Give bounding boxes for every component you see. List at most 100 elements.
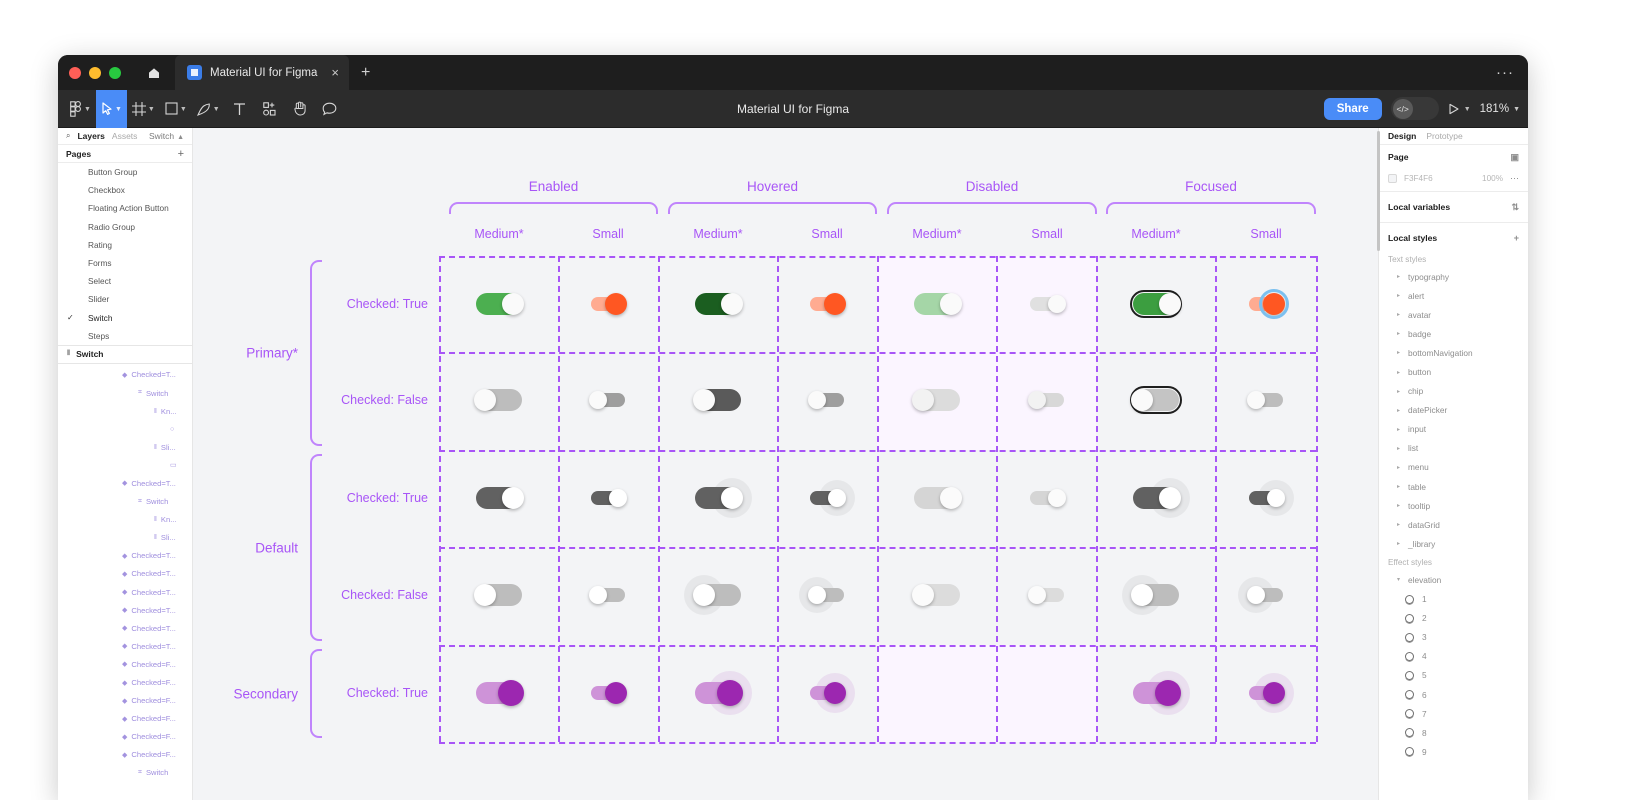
switch-knob[interactable] <box>824 682 846 704</box>
page-item-radio-group[interactable]: Radio Group <box>58 218 192 236</box>
comment-icon[interactable] <box>315 90 345 128</box>
zoom-level-menu[interactable]: 181% ▼ <box>1480 103 1520 115</box>
text-style-_library[interactable]: ▸ _library <box>1379 534 1528 553</box>
elevation-style-4[interactable]: 4 <box>1379 647 1528 666</box>
layer-row[interactable]: ⌗ Switch <box>58 764 192 782</box>
layer-row[interactable]: ◆ Checked=F... <box>58 746 192 764</box>
layer-row[interactable]: ◆ Checked=F... <box>58 655 192 673</box>
close-window-button[interactable] <box>69 66 81 79</box>
share-button[interactable]: Share <box>1323 97 1382 120</box>
page-item-checkbox[interactable]: Checkbox <box>58 181 192 199</box>
layer-row[interactable]: ◆ Checked=T... <box>58 474 192 492</box>
page-background-row[interactable]: F3F4F6 100% ⋯ <box>1379 169 1528 188</box>
switch-knob[interactable] <box>721 487 743 509</box>
text-style-tooltip[interactable]: ▸ tooltip <box>1379 496 1528 515</box>
switch-knob[interactable] <box>824 293 846 315</box>
add-page-button[interactable]: + <box>177 147 184 160</box>
more-options-icon[interactable]: ⋯ <box>1510 173 1519 183</box>
elevation-style-2[interactable]: 2 <box>1379 609 1528 628</box>
text-style-datagrid[interactable]: ▸ dataGrid <box>1379 515 1528 534</box>
minimize-window-button[interactable] <box>89 66 101 79</box>
layer-row[interactable]: ◆ Checked=T... <box>58 619 192 637</box>
pen-icon[interactable]: ▼ <box>192 90 225 128</box>
text-style-input[interactable]: ▸ input <box>1379 420 1528 439</box>
hand-icon[interactable] <box>285 90 315 128</box>
switch-knob[interactable] <box>1048 489 1066 507</box>
layer-row[interactable]: ◆ Checked=T... <box>58 601 192 619</box>
switch-knob[interactable] <box>605 293 627 315</box>
text-style-chip[interactable]: ▸ chip <box>1379 382 1528 401</box>
canvas-scrollbar[interactable] <box>1377 131 1380 251</box>
switch-knob[interactable] <box>693 584 715 606</box>
maximize-window-button[interactable] <box>109 66 121 79</box>
switch-knob[interactable] <box>1028 586 1046 604</box>
text-icon[interactable] <box>225 90 255 128</box>
text-style-bottomnavigation[interactable]: ▸ bottomNavigation <box>1379 343 1528 362</box>
page-item-forms[interactable]: Forms <box>58 254 192 272</box>
layer-row[interactable]: ‖ Sli... <box>58 438 192 456</box>
text-style-badge[interactable]: ▸ badge <box>1379 324 1528 343</box>
elevation-style-5[interactable]: 5 <box>1379 666 1528 685</box>
layer-row[interactable]: ⌗ Switch <box>58 493 192 511</box>
components-icon[interactable] <box>255 90 285 128</box>
layer-row[interactable]: ‖ Kn... <box>58 511 192 529</box>
tab-design[interactable]: Design <box>1388 131 1417 141</box>
layer-row[interactable]: ◆ Checked=F... <box>58 692 192 710</box>
switch-knob[interactable] <box>1155 680 1181 706</box>
switch-knob[interactable] <box>589 586 607 604</box>
switch-knob[interactable] <box>1159 293 1181 315</box>
text-style-button[interactable]: ▸ button <box>1379 362 1528 381</box>
layer-row[interactable]: ⌗ Switch <box>58 384 192 402</box>
text-style-list[interactable]: ▸ list <box>1379 439 1528 458</box>
switch-knob[interactable] <box>912 584 934 606</box>
move-cursor-icon[interactable]: ▼ <box>95 89 127 128</box>
switch-knob[interactable] <box>1263 682 1285 704</box>
figma-canvas[interactable]: Enabled Hovered Disabled Focused Medium* Smal… <box>193 128 1378 800</box>
switch-knob[interactable] <box>474 389 496 411</box>
switch-knob[interactable] <box>1131 389 1153 411</box>
layer-row[interactable]: ‖ Sli... <box>58 529 192 547</box>
layer-row[interactable]: ◆ Checked=T... <box>58 565 192 583</box>
text-style-typography[interactable]: ▸ typography <box>1379 267 1528 286</box>
tab-layers[interactable]: Layers <box>77 131 105 141</box>
text-style-menu[interactable]: ▸ menu <box>1379 458 1528 477</box>
elevation-style-7[interactable]: 7 <box>1379 704 1528 723</box>
search-icon[interactable]: ⌕ <box>66 131 71 140</box>
switch-knob[interactable] <box>502 487 524 509</box>
switch-knob[interactable] <box>940 487 962 509</box>
switch-knob[interactable] <box>1247 586 1265 604</box>
shape-rectangle-icon[interactable]: ▼ <box>160 90 192 128</box>
layer-row[interactable]: ◆ Checked=T... <box>58 366 192 384</box>
local-styles-header[interactable]: Local styles + <box>1379 226 1528 250</box>
page-item-button-group[interactable]: Button Group <box>58 163 192 181</box>
local-variables-header[interactable]: Local variables ⇅ <box>1379 195 1528 219</box>
text-style-avatar[interactable]: ▸ avatar <box>1379 305 1528 324</box>
switch-knob[interactable] <box>808 586 826 604</box>
close-icon[interactable]: × <box>331 65 339 80</box>
elevation-style-6[interactable]: 6 <box>1379 685 1528 704</box>
page-item-select[interactable]: Select <box>58 272 192 290</box>
home-icon[interactable] <box>137 55 171 90</box>
page-item-rating[interactable]: Rating <box>58 236 192 254</box>
new-tab-button[interactable]: + <box>360 63 371 81</box>
switch-knob[interactable] <box>1131 584 1153 606</box>
switch-knob[interactable] <box>828 489 846 507</box>
elevation-style-8[interactable]: 8 <box>1379 723 1528 742</box>
switch-knob[interactable] <box>498 680 524 706</box>
page-switcher[interactable]: Switch ▲ <box>149 131 184 141</box>
layer-row[interactable]: ◆ Checked=F... <box>58 673 192 691</box>
layer-row[interactable]: ◆ Checked=T... <box>58 637 192 655</box>
page-item-switch[interactable]: ✓ Switch <box>58 309 192 327</box>
text-style-datepicker[interactable]: ▸ datePicker <box>1379 401 1528 420</box>
switch-knob[interactable] <box>912 389 934 411</box>
switch-knob[interactable] <box>1247 391 1265 409</box>
layer-row[interactable]: ◆ Checked=T... <box>58 547 192 565</box>
frame-icon[interactable]: ▼ <box>127 90 160 128</box>
switch-knob[interactable] <box>502 293 524 315</box>
color-swatch[interactable] <box>1388 174 1397 183</box>
layer-row[interactable]: ‖ Kn... <box>58 402 192 420</box>
add-style-icon[interactable]: + <box>1513 233 1519 243</box>
layer-row[interactable]: ◆ Checked=T... <box>58 583 192 601</box>
layer-row[interactable]: ◆ Checked=F... <box>58 728 192 746</box>
layer-row[interactable]: ▭ <box>58 456 192 474</box>
